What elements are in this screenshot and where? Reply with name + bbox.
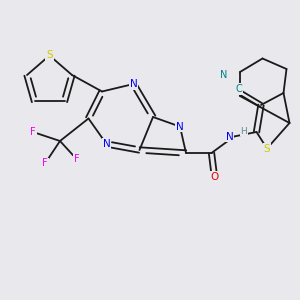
- Text: N: N: [176, 122, 184, 132]
- Text: C: C: [235, 84, 242, 94]
- Text: F: F: [42, 158, 48, 169]
- Text: S: S: [264, 143, 270, 154]
- Text: N: N: [130, 79, 137, 89]
- Text: N: N: [103, 139, 110, 149]
- Text: S: S: [46, 50, 53, 61]
- Text: O: O: [210, 172, 219, 182]
- Text: N: N: [226, 131, 233, 142]
- Text: F: F: [30, 127, 36, 137]
- Text: F: F: [74, 154, 79, 164]
- Text: N: N: [220, 70, 227, 80]
- Text: H: H: [240, 127, 247, 136]
